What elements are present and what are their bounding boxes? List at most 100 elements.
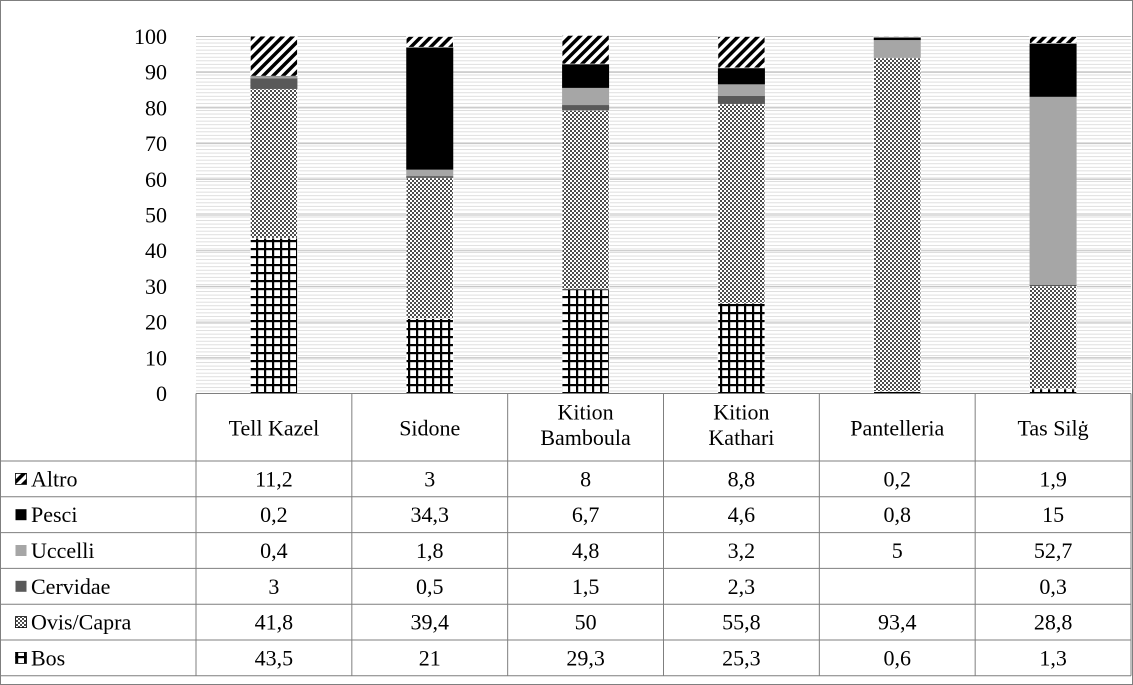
category-label: Kathari	[708, 425, 774, 450]
series-label: Bos	[31, 645, 65, 670]
bar-segment-uccelli	[873, 40, 921, 58]
data-label: 41,8	[255, 610, 294, 635]
bar-segment-altro	[717, 36, 766, 69]
data-label: 21	[419, 645, 441, 670]
y-tick-label: 50	[145, 203, 167, 228]
category-label: Kition	[713, 400, 769, 425]
bar-segment-altro	[405, 36, 454, 48]
bar-segment-altro	[873, 36, 922, 38]
data-label: 0,8	[884, 502, 912, 527]
bar-segment-bos	[405, 318, 454, 394]
bar-segment-uccelli	[250, 76, 298, 79]
bar-segment-cervidae	[717, 95, 765, 104]
bar-segment-uccelli	[406, 169, 454, 177]
data-label: 55,8	[722, 610, 761, 635]
data-label: 29,3	[566, 645, 605, 670]
data-label: 8,8	[728, 466, 756, 491]
series-label: Altro	[31, 466, 77, 491]
data-label: 39,4	[411, 610, 450, 635]
data-label: 0,2	[884, 466, 912, 491]
data-label: 2,3	[728, 574, 756, 599]
bar-segment-ovis-capra	[717, 103, 766, 304]
data-label: 1,3	[1039, 645, 1067, 670]
data-label: 3,2	[728, 538, 756, 563]
y-tick-label: 20	[145, 310, 167, 335]
bar-segment-ovis-capra	[405, 177, 454, 319]
bar-segment-altro	[561, 35, 610, 65]
legend-key-bos	[15, 652, 27, 664]
legend-key-uccelli	[15, 545, 27, 556]
bar-segment-uccelli	[1029, 96, 1077, 285]
series-label: Cervidae	[31, 574, 110, 599]
data-label: 25,3	[722, 645, 761, 670]
data-label: 11,2	[255, 466, 293, 491]
category-label: Bamboula	[540, 425, 631, 450]
bar-segment-altro	[1029, 36, 1077, 44]
y-tick-label: 70	[145, 131, 167, 156]
category-label: Sidone	[399, 415, 460, 440]
bar-segment-pesci	[562, 63, 610, 88]
bar-segment-uccelli	[562, 87, 610, 106]
bar-segment-cervidae	[562, 105, 610, 111]
bar-segment-cervidae	[1029, 284, 1077, 287]
y-tick-label: 30	[145, 274, 167, 299]
data-label: 93,4	[878, 610, 917, 635]
legend-key-cervidae	[15, 580, 27, 592]
data-label: 28,8	[1034, 610, 1073, 635]
bar-segment-ovis-capra	[873, 57, 922, 392]
data-label: 0,6	[884, 645, 912, 670]
data-label: 1,5	[572, 574, 600, 599]
bar-segment-uccelli	[717, 84, 765, 96]
bar-segment-bos	[250, 237, 298, 394]
data-label: 8	[580, 466, 591, 491]
data-label: 0,3	[1039, 574, 1067, 599]
data-label: 3	[424, 466, 435, 491]
bar-segment-cervidae	[250, 78, 298, 89]
data-label: 1,8	[416, 538, 444, 563]
bar-segment-pesci	[717, 67, 765, 85]
bar-segment-pesci	[406, 47, 454, 170]
y-tick-label: 40	[145, 238, 167, 263]
data-label: 4,8	[572, 538, 600, 563]
data-label: 0,2	[260, 502, 288, 527]
series-label: Pesci	[31, 502, 77, 527]
data-label: 50	[575, 610, 597, 635]
bar-segment-ovis-capra	[250, 88, 298, 239]
y-tick-label: 0	[156, 381, 167, 406]
category-label: Tell Kazel	[229, 415, 320, 440]
data-label: 3	[268, 574, 279, 599]
bar-segment-ovis-capra	[561, 110, 610, 290]
category-label: Tas Silġ	[1017, 415, 1088, 440]
bar-segment-altro	[250, 35, 298, 77]
legend-key-ovis-capra	[15, 616, 27, 628]
category-label: Kition	[557, 400, 613, 425]
data-label: 34,3	[411, 502, 450, 527]
bar-segment-pesci	[250, 76, 298, 77]
legend-key-pesci	[15, 509, 27, 521]
legend-key-altro	[15, 472, 27, 485]
bar-segment-bos	[717, 302, 766, 394]
data-label: 1,9	[1039, 466, 1067, 491]
y-tick-label: 90	[145, 60, 167, 85]
y-tick-label: 80	[145, 95, 167, 120]
y-tick-label: 100	[134, 24, 167, 49]
bar-segment-pesci	[1029, 43, 1077, 97]
data-label: 52,7	[1034, 538, 1073, 563]
data-label: 0,4	[260, 538, 288, 563]
data-label: 15	[1042, 502, 1064, 527]
data-label: 5	[892, 538, 903, 563]
bar-segment-cervidae	[406, 176, 454, 178]
y-tick-label: 10	[145, 345, 167, 370]
data-label: 4,6	[728, 502, 756, 527]
category-label: Pantelleria	[850, 415, 944, 440]
series-label: Ovis/Capra	[31, 610, 131, 635]
data-label: 0,5	[416, 574, 444, 599]
y-tick-label: 60	[145, 167, 167, 192]
series-label: Uccelli	[31, 538, 95, 563]
bar-segment-pesci	[873, 37, 921, 41]
bar-segment-ovis-capra	[1029, 285, 1077, 390]
bar-segment-bos	[561, 288, 610, 394]
